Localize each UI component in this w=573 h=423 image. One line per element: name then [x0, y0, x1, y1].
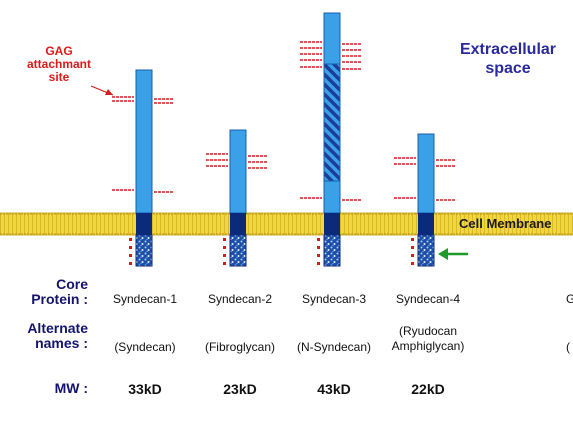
alternate-name-cutoff: (	[566, 340, 570, 354]
gag-label-line3: site	[48, 70, 70, 84]
gag-label-line2: attachmant	[26, 57, 91, 71]
cytoplasmic-marker	[223, 262, 226, 265]
left-arrow-icon	[438, 248, 468, 260]
molecular-weight: 23kD	[223, 381, 257, 397]
alternate-name-line1: (Ryudocan	[398, 324, 458, 338]
extracellular-core-domain	[229, 129, 247, 214]
transmembrane-domain	[418, 213, 434, 235]
gag-label: GAG attachmant site	[24, 45, 94, 84]
transmembrane-domain	[324, 213, 340, 235]
cytoplasmic-domain	[135, 234, 153, 267]
cytoplasmic-marker	[223, 254, 226, 257]
molecular-weight: 43kD	[317, 381, 351, 397]
alternate-name: (Fibroglycan)	[204, 340, 276, 354]
cytoplasmic-marker	[317, 246, 320, 249]
alternate-name: (N-Syndecan)	[296, 340, 372, 354]
cytoplasmic-marker	[317, 254, 320, 257]
cytoplasmic-marker	[317, 238, 320, 241]
gag-label-line1: GAG	[45, 44, 73, 58]
transmembrane-domain	[230, 213, 246, 235]
extracellular-line1: Extracellular	[459, 41, 557, 58]
cytoplasmic-marker	[223, 238, 226, 241]
cytoplasmic-marker	[129, 238, 132, 241]
cytoplasmic-marker	[317, 262, 320, 265]
extracellular-label: Extracellular space	[448, 40, 568, 78]
membrane-label: Cell Membrane	[459, 216, 552, 231]
cytoplasmic-marker	[129, 254, 132, 257]
core-protein-name: Syndecan-2	[207, 292, 273, 306]
cytoplasmic-domain	[323, 234, 341, 267]
gag-pointer-head	[105, 89, 113, 95]
core-heading-line2: Protein :	[31, 291, 88, 307]
alternate-name: (Ryudocan Amphiglycan)	[392, 324, 465, 354]
cytoplasmic-domain	[417, 234, 435, 267]
core-protein-name: Syndecan-4	[395, 292, 461, 306]
core-protein-name-cutoff: G	[566, 292, 573, 306]
core-protein-name: Syndecan-1	[112, 292, 178, 306]
cytoplasmic-marker	[411, 262, 414, 265]
cytoplasmic-marker	[129, 246, 132, 249]
alternate-names-heading: Alternate names :	[27, 321, 88, 351]
alternate-name-line2: Amphiglycan)	[391, 339, 465, 353]
cytoplasmic-marker	[223, 246, 226, 249]
alt-heading-line2: names :	[35, 335, 88, 351]
cytoplasmic-marker	[411, 238, 414, 241]
mw-heading: MW :	[54, 380, 88, 396]
extracellular-core-domain	[417, 133, 435, 214]
hatched-domain	[323, 63, 341, 182]
cytoplasmic-marker	[411, 254, 414, 257]
transmembrane-domain	[136, 213, 152, 235]
molecular-weight: 22kD	[411, 381, 445, 397]
extracellular-line2: space	[485, 60, 531, 77]
cytoplasmic-marker	[411, 246, 414, 249]
alternate-name: (Syndecan)	[114, 340, 176, 354]
core-heading-line1: Core	[56, 276, 88, 292]
molecular-weight: 33kD	[128, 381, 162, 397]
alt-heading-line1: Alternate	[27, 320, 88, 336]
core-protein-heading: Core Protein :	[31, 277, 88, 307]
core-protein-name: Syndecan-3	[301, 292, 367, 306]
extracellular-core-domain	[135, 69, 153, 214]
cytoplasmic-domain	[229, 234, 247, 267]
cytoplasmic-marker	[129, 262, 132, 265]
